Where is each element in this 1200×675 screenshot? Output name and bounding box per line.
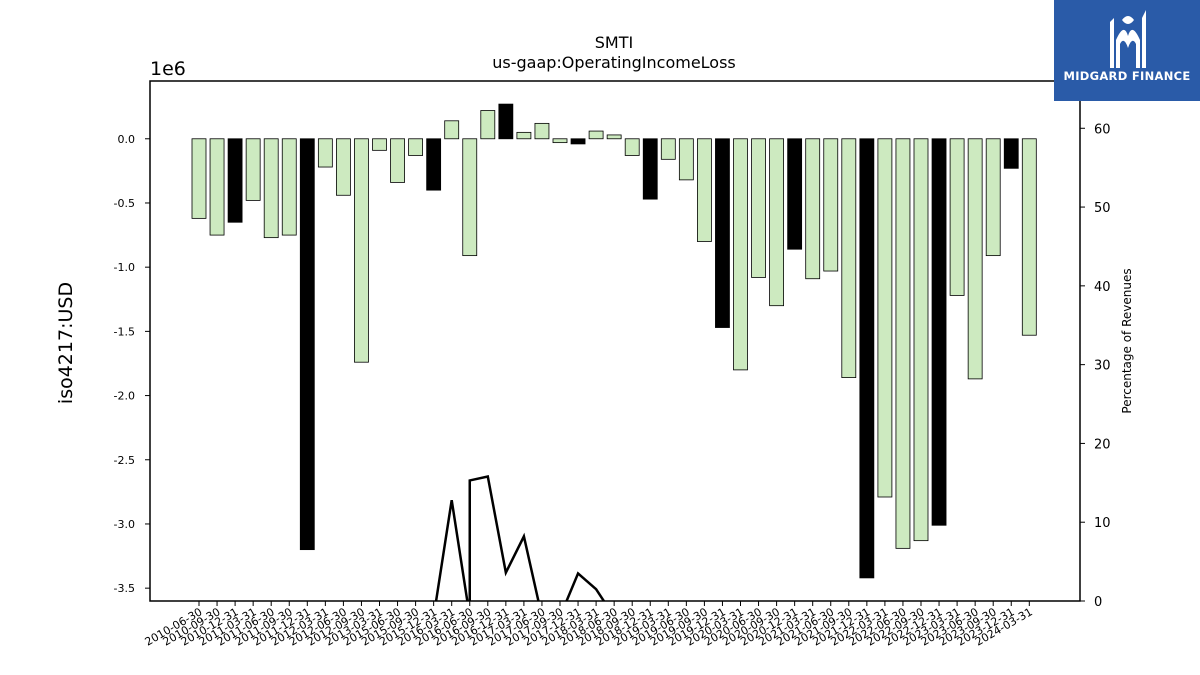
bar-2018-03-31	[588, 130, 604, 140]
y-tick-label: -1.5	[114, 325, 135, 338]
y2-tick-label: 10	[1094, 516, 1111, 531]
bar-2024-03-31	[1021, 138, 1037, 336]
percentage-line-layer	[434, 475, 606, 601]
bar-2022-09-30	[913, 138, 929, 542]
bar-2016-12-31	[498, 103, 514, 140]
bar-2015-09-30	[408, 138, 424, 156]
bar-2023-09-30	[985, 138, 1001, 257]
bar-2017-06-30	[534, 122, 550, 140]
bar-2019-09-30	[697, 138, 712, 242]
bar-2013-03-31	[372, 138, 387, 151]
bar-2012-03-31	[317, 138, 333, 168]
percentage-of-revenues-line	[434, 475, 606, 601]
bar-2018-09-30	[624, 138, 640, 156]
y2-tick-label: 40	[1094, 280, 1111, 295]
y-tick-label: 0.0	[118, 133, 136, 146]
bar-2019-03-31	[660, 138, 676, 160]
y-tick-label: -3.5	[114, 582, 135, 595]
logo-text: MIDGARD FINANCE	[1063, 69, 1191, 83]
bar-2020-12-31	[787, 138, 803, 250]
y-axis-offset-label: 1e6	[150, 58, 186, 80]
bar-2020-06-30	[751, 138, 766, 278]
chart-title: SMTI	[595, 33, 633, 52]
y-tick-label: -3.0	[114, 518, 135, 531]
y2-tick-label: 20	[1094, 437, 1111, 452]
bar-2010-06-30	[191, 138, 207, 219]
bar-2022-06-30	[895, 138, 911, 549]
chart-subtitle: us-gaap:OperatingIncomeLoss	[492, 53, 736, 72]
bar-2016-03-31	[444, 120, 460, 140]
bars	[191, 103, 1037, 579]
bar-2010-09-30	[209, 138, 225, 236]
bar-2020-03-31	[733, 138, 748, 371]
bar-2011-03-31	[245, 138, 261, 201]
bar-2010-12-31	[227, 138, 243, 223]
y2-tick-label: 50	[1094, 201, 1111, 216]
bar-2018-12-31	[642, 138, 658, 200]
y2-axis-label: Percentage of Revenues	[1120, 268, 1134, 413]
bar-2015-12-31	[426, 138, 442, 191]
bar-2022-12-31	[931, 138, 947, 526]
bar-2023-06-30	[967, 138, 983, 380]
bar-2011-06-30	[263, 138, 279, 239]
y-tick-label: -0.5	[114, 197, 135, 210]
bar-2021-03-31	[805, 138, 821, 280]
x-axis: 2010-06-302010-09-302010-12-312011-03-31…	[143, 601, 1035, 649]
bar-2012-09-30	[354, 138, 369, 363]
bar-2017-03-31	[516, 131, 532, 140]
bar-2021-12-31	[859, 138, 875, 579]
bar-2022-03-31	[877, 138, 893, 498]
logo-mark-icon	[1110, 10, 1146, 68]
y2-tick-label: 30	[1094, 359, 1111, 374]
bar-2011-09-30	[281, 138, 297, 236]
bar-2012-06-30	[335, 138, 351, 196]
bar-2011-12-31	[299, 138, 315, 551]
bar-2017-12-31	[570, 138, 586, 145]
y-axis-label: iso4217:USD	[55, 282, 77, 404]
y2-tick-label: 60	[1094, 122, 1111, 137]
bar-2019-06-30	[678, 138, 694, 181]
y-tick-label: -2.0	[114, 390, 135, 403]
bar-2023-03-31	[949, 138, 965, 296]
y-tick-label: -2.5	[114, 454, 135, 467]
plot-frame	[149, 80, 1081, 602]
bar-2019-12-31	[715, 138, 730, 328]
bar-2023-12-31	[1003, 138, 1019, 169]
y-tick-label: -1.0	[114, 261, 135, 274]
bar-2021-09-30	[841, 138, 857, 378]
bar-2016-06-30	[462, 138, 478, 257]
bar-2021-06-30	[823, 138, 839, 272]
y2-tick-label: 0	[1094, 595, 1102, 610]
midgard-finance-logo: MIDGARD FINANCE	[1054, 0, 1200, 101]
y-axis: 0.0 -0.5 -1.0 -1.5 -2.0 -2.5 -3.0 -3.5	[114, 133, 150, 595]
y2-axis: 0 10 20 30 40 50 60	[1080, 122, 1111, 610]
bar-2016-09-30	[480, 110, 496, 140]
bar-2020-09-30	[769, 138, 784, 307]
bar-2018-06-30	[606, 134, 622, 140]
bar-2017-09-30	[552, 138, 568, 144]
bar-2015-06-30	[390, 138, 405, 183]
